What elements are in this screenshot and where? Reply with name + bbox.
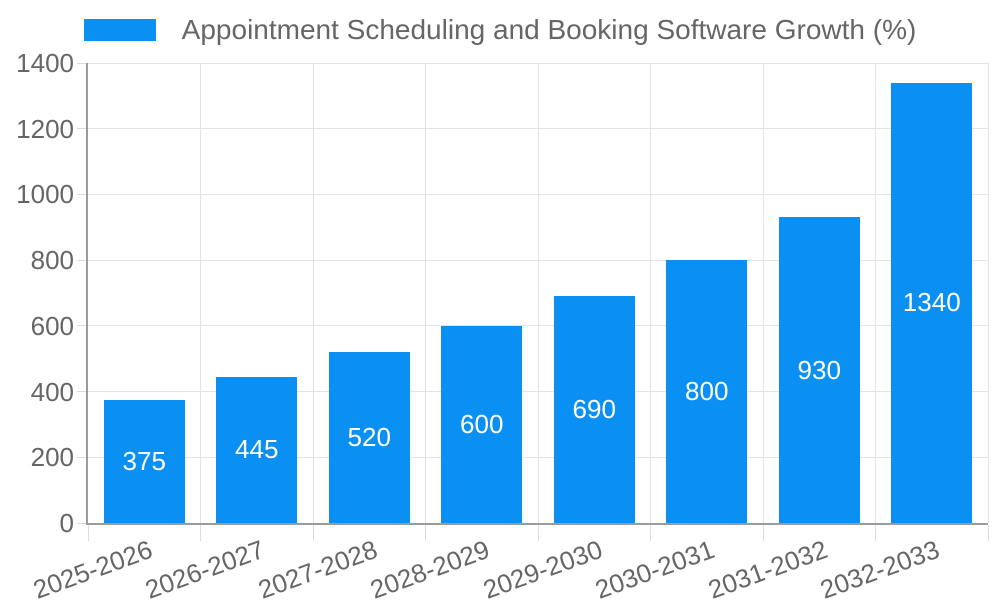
x-axis-tick-mark — [875, 525, 876, 541]
x-axis-tick-mark — [762, 525, 764, 541]
gridline-vertical — [537, 63, 539, 523]
x-axis-tick-label: 2027-2028 — [254, 534, 382, 600]
x-axis-tick-label: 2029-2030 — [479, 534, 607, 600]
bar[interactable]: 445 — [216, 376, 298, 523]
x-axis-tick-mark — [987, 525, 989, 541]
bar[interactable]: 690 — [553, 296, 635, 523]
gridline-vertical — [200, 63, 201, 523]
y-axis-tick-label: 400 — [30, 376, 74, 407]
gridline-vertical — [762, 63, 764, 523]
bar-value-label: 445 — [235, 434, 279, 465]
bar[interactable]: 520 — [328, 352, 410, 523]
bar-value-label: 1340 — [902, 287, 961, 318]
y-axis-tick-label: 1400 — [16, 48, 74, 78]
y-axis-tick-mark — [77, 193, 87, 195]
gridline-vertical — [312, 63, 314, 523]
bar-value-label: 520 — [347, 422, 391, 453]
bar-value-label: 800 — [685, 376, 729, 407]
y-axis-tick-mark — [77, 456, 87, 458]
gridline-vertical — [650, 63, 651, 523]
x-axis-tick-label: 2031-2032 — [704, 534, 832, 600]
x-axis-tick-label: 2028-2029 — [366, 534, 494, 600]
y-axis-tick-label: 0 — [59, 508, 74, 538]
bar[interactable]: 375 — [103, 399, 185, 523]
y-axis-tick-label: 1000 — [16, 179, 74, 210]
legend-swatch — [83, 19, 156, 41]
x-axis-tick-label: 2032-2033 — [816, 534, 944, 600]
y-axis-tick-mark — [77, 128, 87, 130]
y-axis-tick-label: 1200 — [16, 113, 74, 144]
y-axis-tick-label: 800 — [30, 245, 74, 276]
plot-area: 0 200 400 600 800 1000 1200 1400 375 2025-2026 445… — [16, 48, 989, 600]
x-axis-tick-mark — [200, 525, 201, 541]
bar[interactable]: 800 — [666, 260, 748, 523]
x-axis-line — [86, 523, 988, 525]
bar-value-label: 375 — [122, 445, 166, 476]
bar-value-label: 690 — [572, 394, 616, 425]
x-axis-tick-mark — [537, 525, 539, 541]
y-axis-tick-mark — [77, 325, 87, 327]
bar[interactable]: 1340 — [891, 82, 973, 523]
gridline-vertical — [875, 63, 876, 523]
y-axis-tick-mark — [77, 522, 87, 524]
legend-label: Appointment Scheduling and Booking Softw… — [181, 14, 917, 45]
x-axis-tick-mark — [650, 525, 651, 541]
gridline-vertical — [987, 63, 989, 523]
y-axis-tick-mark — [77, 259, 87, 261]
y-axis-tick-mark — [77, 62, 87, 64]
bar[interactable]: 600 — [441, 325, 523, 523]
x-axis-tick-mark — [87, 525, 89, 541]
y-axis-tick-mark — [77, 391, 87, 393]
bar-value-label: 600 — [460, 408, 504, 439]
x-axis-tick-mark — [425, 525, 426, 541]
bar-value-label: 930 — [797, 354, 841, 385]
x-axis-tick-label: 2025-2026 — [29, 534, 157, 600]
x-axis-tick-label: 2026-2027 — [141, 534, 269, 600]
bar[interactable]: 930 — [778, 217, 860, 523]
x-axis-tick-mark — [312, 525, 314, 541]
legend[interactable]: Appointment Scheduling and Booking Softw… — [0, 14, 1000, 46]
gridline-vertical — [425, 63, 426, 523]
y-axis-tick-label: 600 — [30, 310, 74, 341]
y-axis-tick-label: 200 — [30, 442, 74, 473]
x-axis-tick-label: 2030-2031 — [591, 534, 719, 600]
y-axis-line — [86, 63, 88, 525]
